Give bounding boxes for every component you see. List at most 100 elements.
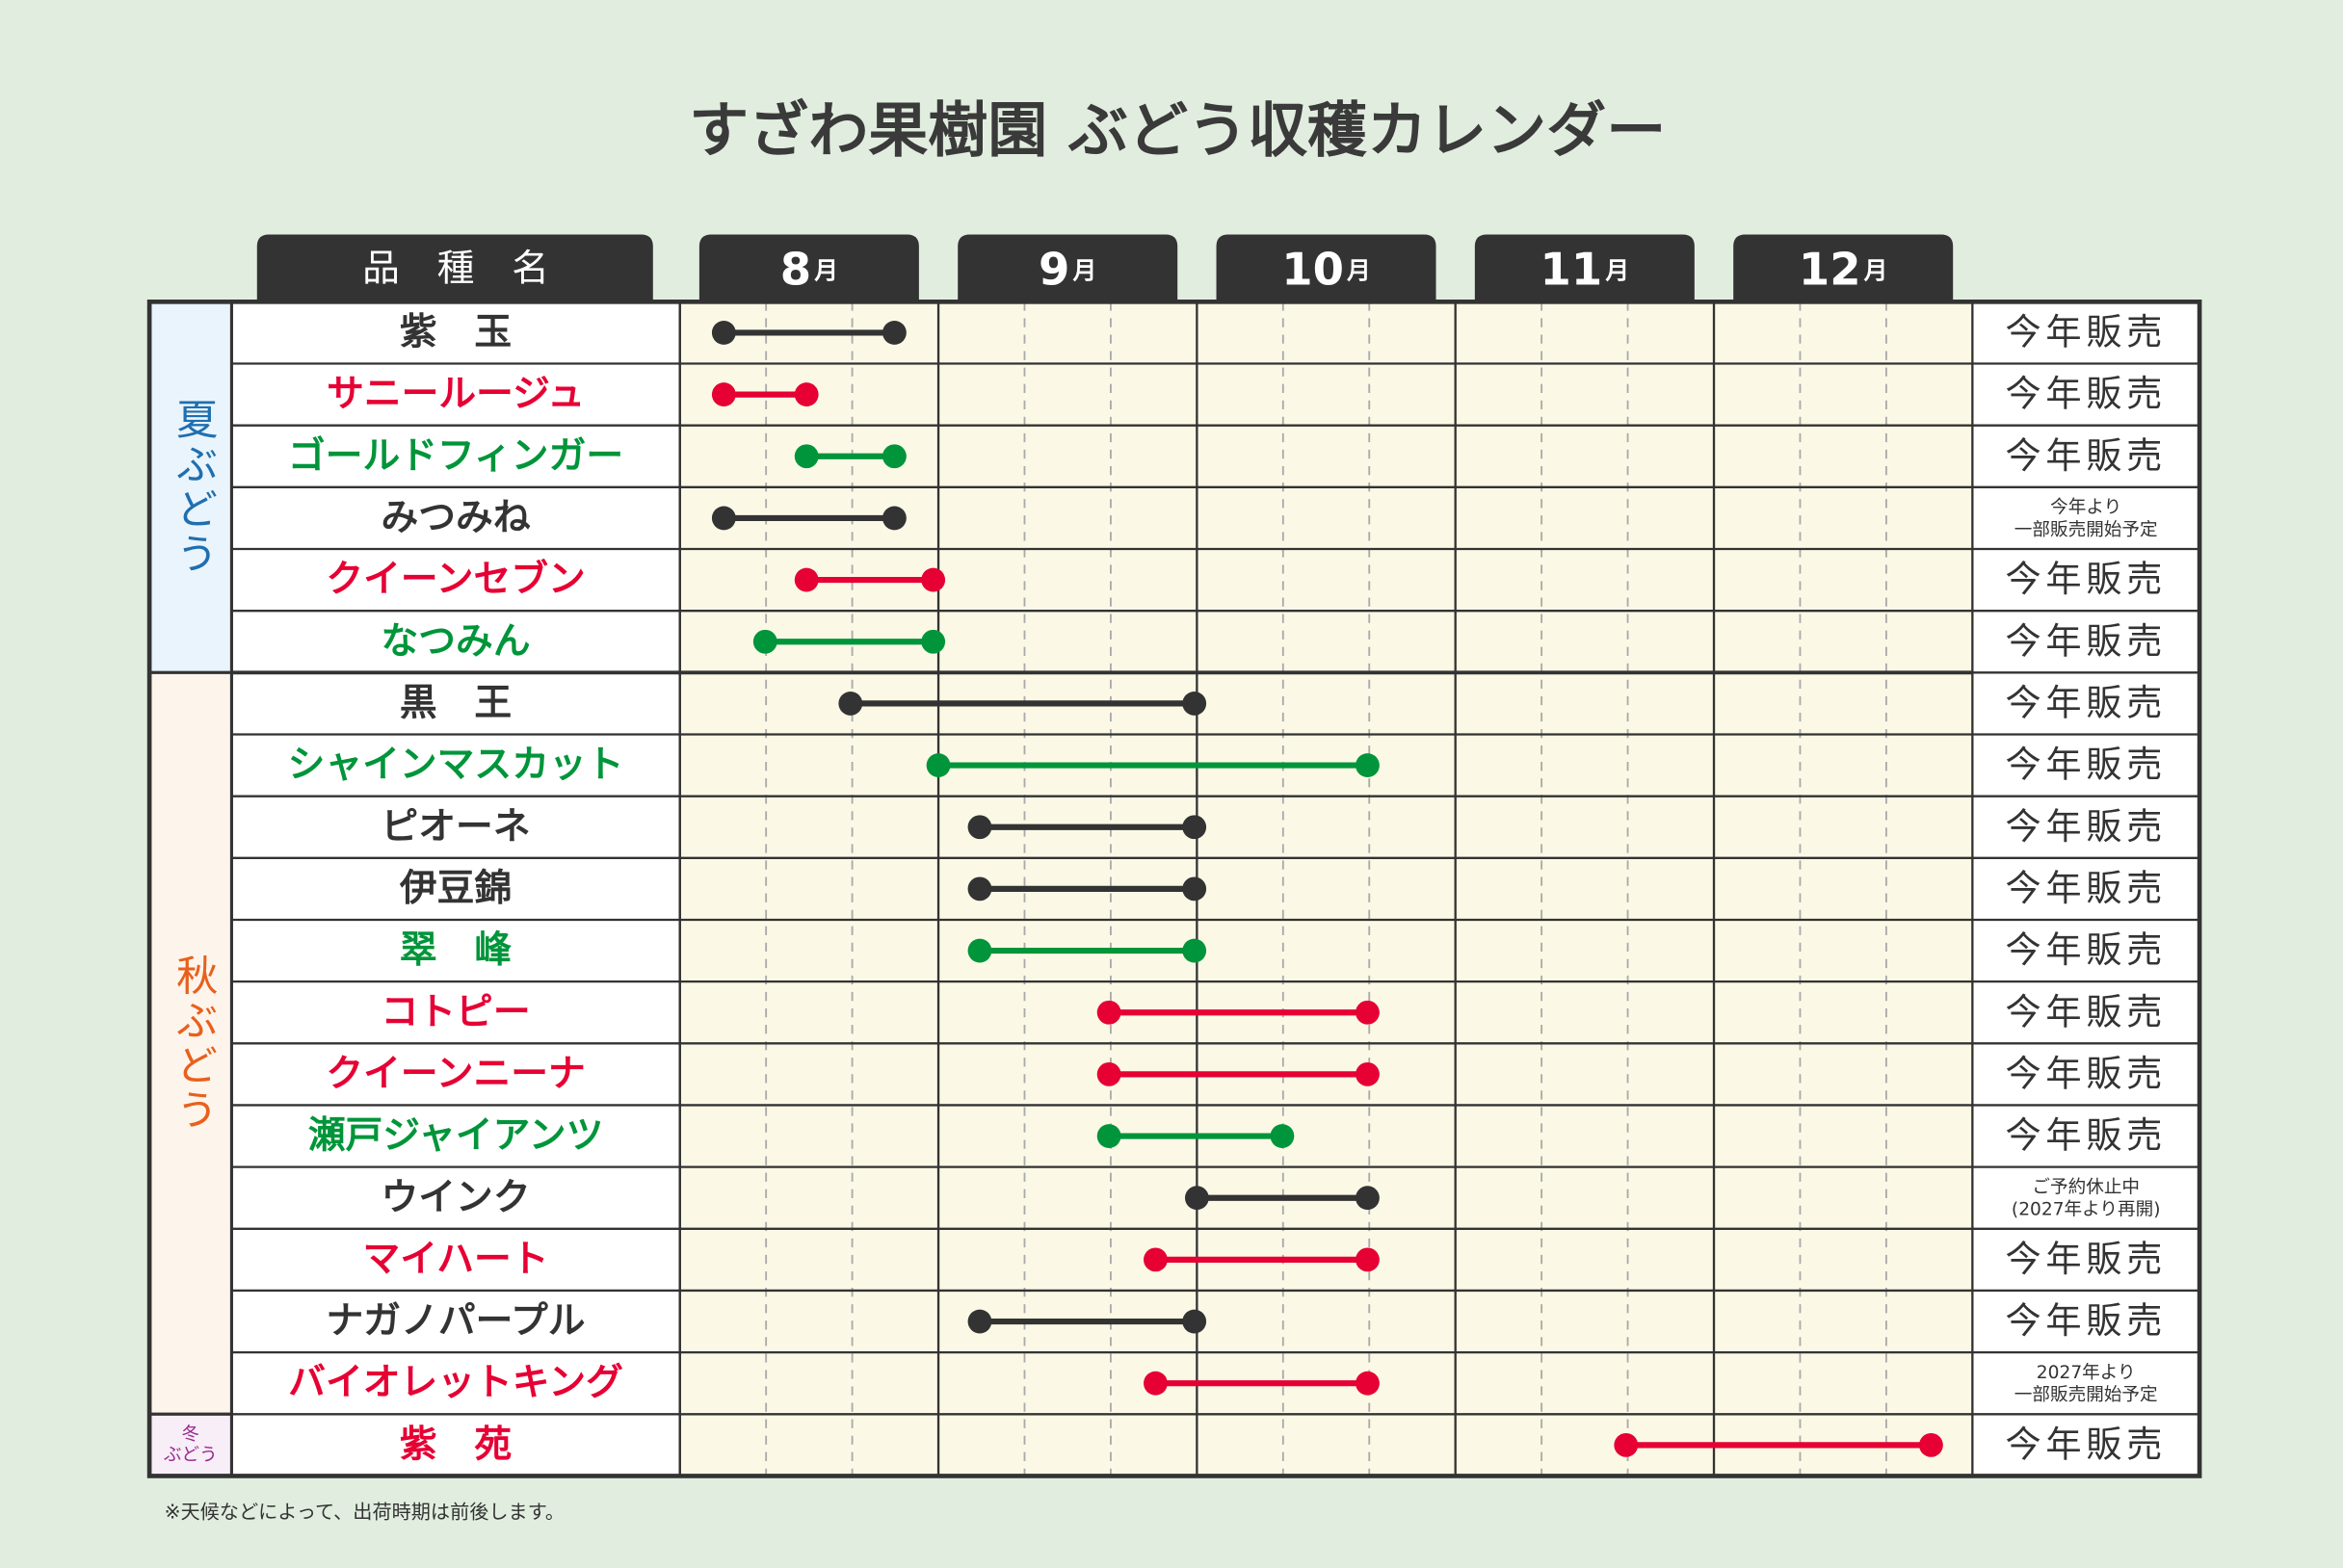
calendar-bg	[679, 301, 1973, 1477]
status: 一部販売開始予定	[2014, 520, 2158, 540]
harvest-end	[1356, 1061, 1380, 1086]
harvest-start	[752, 629, 777, 654]
status: 今年より	[2050, 498, 2121, 518]
variety-name: ゴールドフィンガー	[288, 434, 623, 478]
month-label: 12 月	[1799, 243, 1888, 295]
harvest-start	[1614, 1432, 1639, 1457]
month-unit: 月	[1072, 256, 1097, 284]
harvest-end	[921, 629, 946, 654]
month-unit: 月	[813, 256, 838, 284]
month-tab	[1216, 234, 1436, 302]
harvest-end	[1356, 1186, 1380, 1211]
variety-name: バイオレットキング	[288, 1361, 623, 1404]
harvest-start	[1096, 1124, 1121, 1148]
status: 今年販売	[2005, 1052, 2167, 1094]
harvest-end	[1182, 1309, 1207, 1334]
status: (2027年より再開)	[2012, 1200, 2161, 1220]
month-number: 8	[780, 243, 811, 295]
status: 今年販売	[2005, 310, 2167, 353]
month-number: 9	[1039, 243, 1069, 295]
month-unit: 月	[1604, 256, 1629, 284]
title: すざわ果樹園 ぶどう収穫カレンダー	[689, 95, 1666, 166]
variety-name: コトピー	[382, 990, 531, 1033]
status: ご予約休止中	[2032, 1177, 2140, 1197]
status: 今年販売	[2005, 1114, 2167, 1157]
month-unit: 月	[1346, 256, 1371, 284]
harvest-start	[1096, 1000, 1121, 1025]
month-tab	[1733, 234, 1954, 302]
group-cell	[147, 670, 233, 1416]
variety-name: みつみね	[382, 496, 531, 539]
harvest-start	[1144, 1371, 1168, 1396]
status: 今年販売	[2005, 928, 2167, 971]
month-tab	[1474, 234, 1695, 302]
harvest-end	[794, 382, 819, 407]
month-unit: 月	[1863, 256, 1888, 284]
harvest-end	[1182, 692, 1207, 716]
variety-name: マイハート	[363, 1238, 549, 1281]
variety-name: 黒 王	[400, 681, 512, 724]
harvest-start	[967, 815, 992, 840]
status: 今年販売	[2005, 619, 2167, 662]
month-number: 10	[1281, 243, 1344, 295]
group-label: 秋ぶどう	[169, 954, 217, 1133]
group-label: 夏ぶどう	[169, 398, 217, 577]
status: 今年販売	[2005, 558, 2167, 600]
month-label: 11 月	[1540, 243, 1630, 295]
harvest-start	[838, 692, 863, 716]
name-header: 品 種 名	[362, 247, 549, 290]
variety-name: ピオーネ	[382, 805, 531, 849]
status: 今年販売	[2005, 867, 2167, 909]
harvest-end	[882, 321, 907, 345]
harvest-end	[1356, 1000, 1380, 1025]
harvest-end	[1182, 938, 1207, 963]
variety-name: シャインマスカット	[288, 744, 624, 787]
variety-name: ナガノパープル	[327, 1299, 586, 1343]
variety-name: 紫 玉	[400, 310, 512, 353]
status: 一部販売開始予定	[2014, 1385, 2158, 1405]
variety-name: 瀬戸ジャイアンツ	[308, 1114, 604, 1158]
month-label: 10 月	[1281, 243, 1371, 295]
status: 2027年より	[2037, 1363, 2136, 1383]
status: 今年販売	[2005, 1299, 2167, 1342]
harvest-end	[1270, 1124, 1295, 1148]
status: 今年販売	[2005, 990, 2167, 1032]
status: 今年販売	[2005, 805, 2167, 848]
harvest-end	[1182, 876, 1207, 902]
variety-name: なつみん	[382, 619, 531, 663]
group-cell	[147, 1412, 233, 1478]
harvest-start	[967, 876, 992, 902]
harvest-start	[711, 506, 736, 531]
status: 今年販売	[2005, 681, 2167, 723]
harvest-start	[711, 382, 736, 407]
harvest-start	[1184, 1186, 1209, 1211]
variety-name: サニールージュ	[327, 373, 585, 416]
status: 今年販売	[2005, 373, 2167, 415]
harvest-start	[1144, 1247, 1168, 1272]
status: 今年販売	[2005, 1423, 2167, 1465]
variety-name: 紫 苑	[400, 1423, 513, 1466]
harvest-end	[882, 444, 907, 469]
month-tab	[958, 234, 1178, 302]
footnote: ※天候などによって、出荷時期は前後します。	[165, 1501, 565, 1524]
harvest-start	[794, 444, 819, 469]
group-label: ぶどう	[164, 1446, 218, 1466]
variety-name: ウインク	[382, 1176, 531, 1219]
name-header-tab	[256, 234, 653, 302]
harvest-start	[711, 321, 736, 345]
variety-name: クイーンニーナ	[326, 1052, 585, 1095]
harvest-start	[967, 938, 992, 963]
harvest-end	[882, 506, 907, 531]
harvest-start	[1096, 1061, 1121, 1086]
harvest-end	[1356, 1371, 1380, 1396]
harvest-start	[967, 1309, 992, 1334]
harvest-start	[794, 567, 819, 592]
table-border	[146, 300, 2202, 1478]
status: 今年販売	[2005, 434, 2167, 477]
harvest-end	[1356, 1247, 1380, 1272]
month-number: 11	[1540, 243, 1603, 295]
harvest-end	[1919, 1432, 1943, 1457]
group-label: 冬	[181, 1424, 199, 1445]
